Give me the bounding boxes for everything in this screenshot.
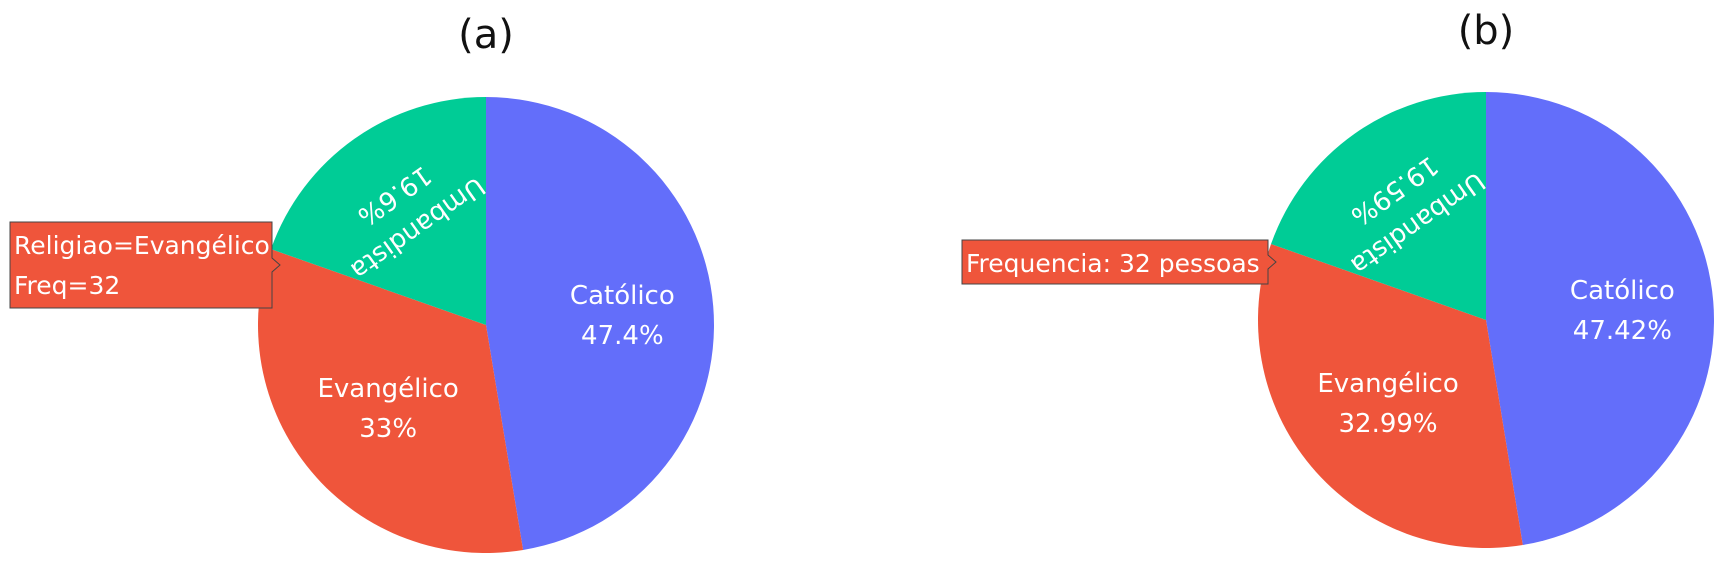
tooltip-line: Frequencia: 32 pessoas bbox=[966, 249, 1260, 278]
pie-slice-evanglico[interactable] bbox=[1258, 243, 1523, 549]
pie-slice-umbandista[interactable] bbox=[270, 97, 486, 325]
tooltip-box bbox=[961, 239, 1277, 285]
pie-slice-catlico[interactable] bbox=[486, 97, 714, 550]
slice-percent-label: 47.42% bbox=[1573, 316, 1672, 346]
pie-slice-umbandista[interactable] bbox=[1271, 92, 1486, 320]
chart-title: (a) bbox=[458, 12, 514, 58]
slice-label-group: Católico 47.4% bbox=[570, 281, 675, 351]
tooltip-line: Freq=32 bbox=[14, 271, 120, 300]
pie-panel-a: (a)Católico47.4%Evangélico33%Umbandista1… bbox=[9, 12, 714, 554]
tooltip-line: Religiao=Evangélico bbox=[14, 231, 270, 260]
slice-category-label: Evangélico bbox=[1317, 369, 1458, 399]
pie-slice-evanglico[interactable] bbox=[257, 249, 524, 554]
tooltip-box bbox=[9, 221, 281, 309]
slice-label-group: Evangélico 33% bbox=[317, 374, 458, 444]
slice-percent-label: 33% bbox=[359, 414, 417, 444]
pie-panel-b: (b)Católico47.42%Evangélico32.99%Umbandi… bbox=[961, 8, 1715, 549]
hover-tooltip: Frequencia: 32 pessoas bbox=[961, 239, 1277, 285]
slice-percent-label: 32.99% bbox=[1338, 409, 1437, 439]
slice-category-label: Católico bbox=[570, 281, 675, 311]
slice-percent-label: 47.4% bbox=[581, 321, 664, 351]
pie-slice-catlico[interactable] bbox=[1486, 92, 1715, 546]
slice-label-group: Evangélico 32.99% bbox=[1317, 369, 1458, 439]
slice-category-label: Evangélico bbox=[317, 374, 458, 404]
hover-tooltip: Religiao=Evangélico Freq=32 bbox=[9, 221, 281, 309]
slice-label-group: Católico 47.42% bbox=[1570, 276, 1675, 346]
chart-title: (b) bbox=[1458, 8, 1515, 54]
slice-category-label: Católico bbox=[1570, 276, 1675, 306]
